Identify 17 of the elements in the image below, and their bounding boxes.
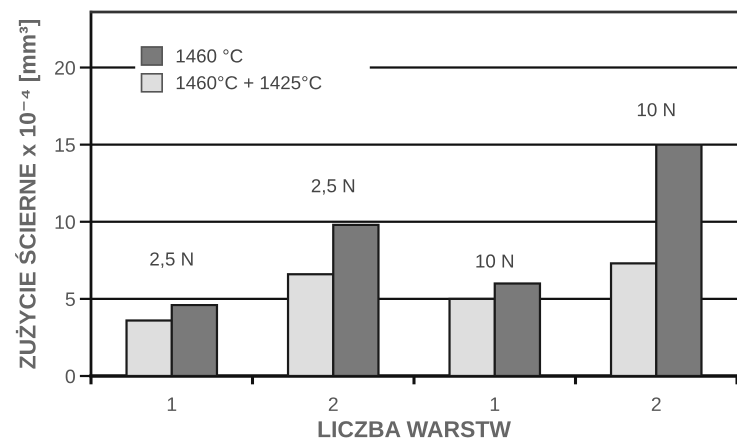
annotation: 2,5 N bbox=[150, 252, 193, 268]
x-tick-label: 2 bbox=[328, 397, 338, 411]
annotation: 2,5 N bbox=[312, 179, 354, 195]
y-tick-label: 10 bbox=[56, 215, 75, 229]
y-tick-label: 15 bbox=[56, 138, 75, 152]
annotation: 10 N bbox=[476, 254, 514, 268]
legend-label: 1460°C + 1425°C bbox=[176, 76, 322, 90]
y-tick-label: 0 bbox=[66, 369, 75, 384]
y-tick-label: 5 bbox=[66, 292, 75, 306]
x-tick-label: 1 bbox=[490, 398, 500, 411]
y-tick-label: 20 bbox=[55, 60, 75, 75]
x-axis-title: LICZBA WARSTW bbox=[318, 421, 511, 438]
annotation: 10 N bbox=[638, 103, 675, 116]
y-axis-title: ZUŻYCIE ŚCIERNE x 10⁻⁴ [mm³] bbox=[15, 20, 40, 369]
x-tick-label: 2 bbox=[652, 397, 661, 411]
legend-label: 1460 °C bbox=[176, 49, 243, 63]
x-tick-label: 1 bbox=[168, 398, 176, 411]
